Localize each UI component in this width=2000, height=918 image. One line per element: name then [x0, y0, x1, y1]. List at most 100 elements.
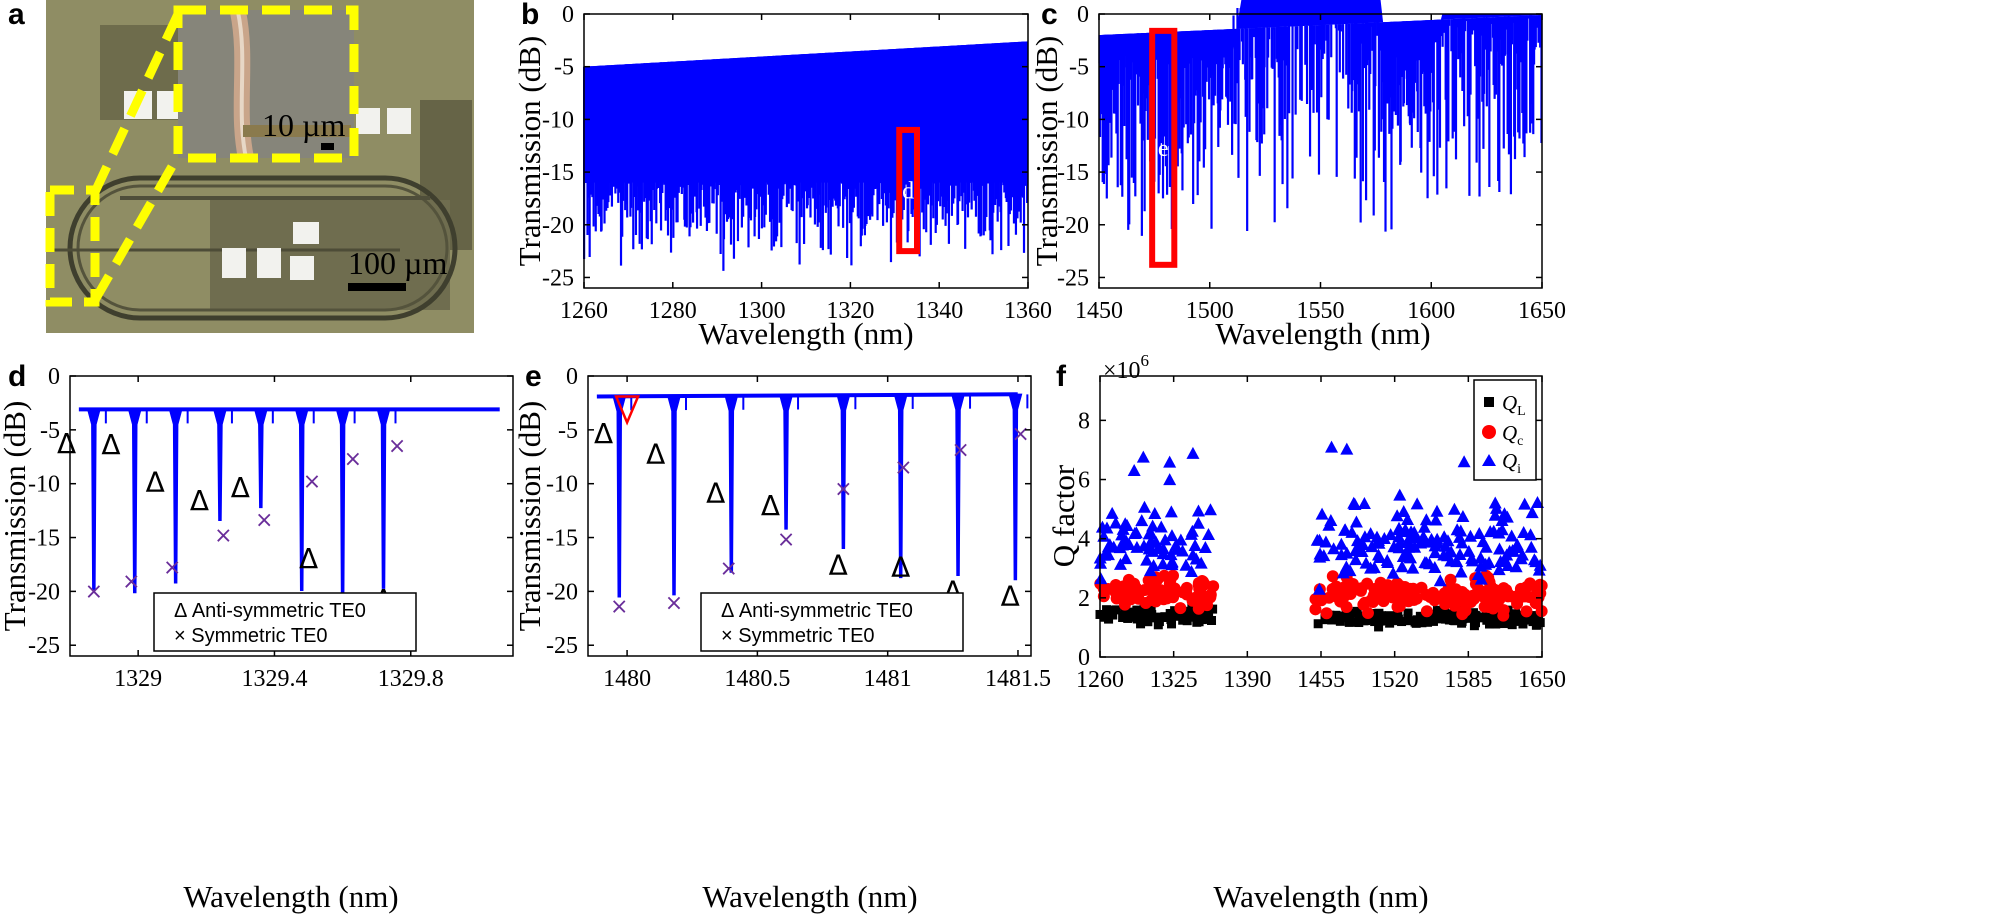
panel-f: f ×106 1260 1325 1390 1455 1520 1585 165002468…	[1046, 351, 1566, 914]
symmetric-marker: ×	[665, 591, 683, 616]
symmetric-marker: ×	[777, 528, 795, 553]
ql-point	[1481, 610, 1491, 620]
y-tick-label: -10	[542, 107, 574, 133]
symmetric-marker: ×	[163, 556, 181, 581]
qi-point	[1506, 543, 1520, 556]
ticks-b: 1260 1280 1300 1320 1340 1360 0 -5 -10 -15 -20 -25	[542, 2, 1052, 324]
qc-point	[1200, 594, 1213, 607]
qi-point	[1359, 556, 1373, 569]
scale-label-small: 10 µm	[262, 107, 345, 143]
y-tick-label: 0	[1078, 645, 1090, 671]
qi-point	[1140, 553, 1154, 566]
panel-letter-d: d	[8, 360, 26, 393]
ql-point	[1516, 615, 1526, 625]
legend-triangle-marker	[1482, 454, 1496, 466]
ql-point	[1397, 617, 1407, 627]
micrograph-electrode-region	[210, 200, 450, 310]
resonance-dip	[294, 408, 309, 592]
qi-point	[1188, 538, 1202, 551]
qi-point	[1397, 505, 1411, 518]
symmetric-marker: ×	[85, 579, 103, 604]
qi-point	[1403, 551, 1417, 564]
ql-point	[1375, 616, 1385, 626]
panel-e: e ΔΔΔ ΔΔ ΔΔ Δ× ××××××× 1480 1480.5 1481 1481.50…	[512, 360, 1051, 914]
qi-point	[1334, 548, 1348, 561]
legend-anti-symmetric: Δ Anti-symmetric TE0	[721, 600, 913, 622]
y-tick-label: 6	[1078, 468, 1090, 494]
qi-point	[1136, 450, 1150, 463]
anti-symmetric-marker: Δ	[231, 471, 250, 504]
qi-point	[1518, 497, 1532, 510]
x-tick-label: 1600	[1407, 298, 1455, 324]
y-tick-label: 0	[1077, 2, 1089, 28]
qi-point	[1158, 533, 1172, 546]
y-tick-label: -25	[1057, 265, 1089, 291]
legend-subscript: L	[1517, 404, 1526, 419]
ql-point	[1410, 617, 1420, 627]
qi-point	[1315, 507, 1329, 520]
qc-point	[1516, 590, 1529, 603]
x-tick-label: 1450	[1075, 298, 1123, 324]
legend-box	[153, 592, 417, 652]
qc-point	[1331, 591, 1344, 604]
qi-point	[1113, 541, 1127, 554]
qi-point	[1163, 473, 1177, 486]
y-multiplier-base: ×10	[1103, 358, 1141, 384]
symmetric-marker: ×	[894, 455, 912, 480]
ql-point	[1473, 612, 1483, 622]
zoom-connector	[90, 12, 183, 194]
qc-point	[1491, 599, 1504, 612]
qi-point	[1472, 526, 1486, 539]
panel-c: c e 1450 1500 1550 1600 16500-5-10-15-20-25 …	[1029, 0, 1566, 351]
qi-point	[1198, 541, 1212, 554]
qi-point	[1479, 540, 1493, 553]
ql-point	[1165, 608, 1175, 618]
qi-point	[1317, 549, 1331, 562]
qi-point	[1482, 556, 1496, 569]
qi-point	[1474, 572, 1488, 585]
ql-point	[1418, 615, 1428, 625]
qi-point	[1430, 504, 1444, 517]
ql-point	[1341, 609, 1351, 619]
panel-a: a 10 µm 100 µm	[8, 0, 474, 333]
qc-point	[1174, 602, 1187, 615]
ql-point	[1469, 621, 1479, 631]
x-tick-label: 1329.4	[241, 666, 307, 692]
y-tick-label: -5	[1069, 55, 1089, 81]
x-tick-label: 1650	[1518, 298, 1566, 324]
ql-point	[1403, 608, 1413, 618]
resonance-dip	[335, 408, 350, 602]
symmetric-marker: ×	[388, 434, 406, 459]
ql-point	[1493, 619, 1503, 629]
symmetric-marker: ×	[951, 438, 969, 463]
qi-point	[1105, 506, 1119, 519]
resonance-dip	[893, 394, 908, 579]
qi-point	[1094, 572, 1108, 585]
qc-point	[1444, 573, 1457, 586]
qi-point	[1456, 509, 1470, 522]
ql-point	[1352, 606, 1362, 616]
anti-symmetric-marker: Δ	[829, 548, 848, 581]
symmetric-marker: ×	[344, 447, 362, 472]
qc-point	[1420, 588, 1433, 601]
resonance-dip	[951, 393, 966, 576]
plot-area-c: e	[1098, 0, 1543, 268]
ql-point	[1102, 605, 1112, 615]
symmetric-marker: ×	[122, 570, 140, 595]
anti-symmetric-marker: Δ	[646, 438, 665, 471]
qi-point	[1530, 496, 1544, 509]
resonance-dip	[253, 408, 268, 509]
x-tick-label: 1340	[915, 298, 963, 324]
y-axis-label: Transmission (dB)	[512, 401, 547, 632]
resonance-dip	[836, 394, 851, 550]
qi-point	[1324, 513, 1338, 526]
qc-point	[1192, 602, 1205, 615]
qi-point	[1517, 525, 1531, 538]
x-axis-label: Wavelength (nm)	[1213, 879, 1428, 914]
ql-point	[1111, 605, 1121, 615]
resonance-dip	[168, 408, 183, 584]
qi-point	[1163, 455, 1177, 468]
ql-point	[1154, 617, 1164, 627]
qi-point	[1437, 530, 1451, 543]
legend-box	[700, 592, 964, 652]
